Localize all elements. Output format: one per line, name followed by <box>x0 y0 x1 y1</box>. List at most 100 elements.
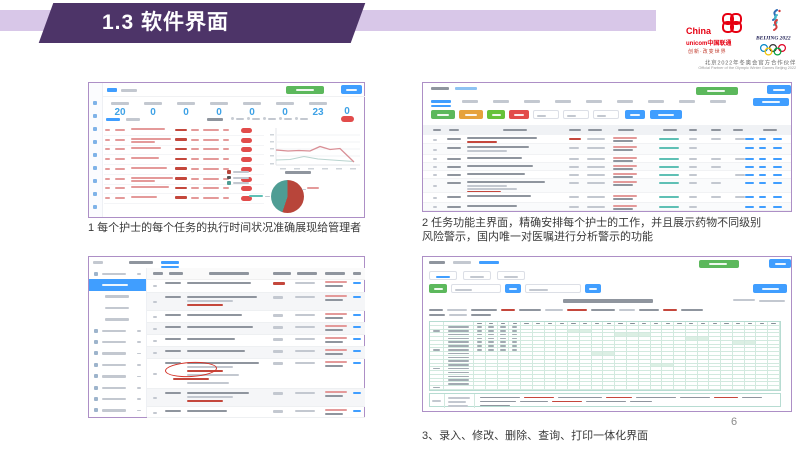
grid-cell <box>627 333 639 338</box>
grid-cell <box>568 359 580 364</box>
status-badge <box>241 137 252 143</box>
skeleton-text <box>773 88 785 91</box>
grid-cell <box>497 340 510 345</box>
grid-cell <box>474 382 486 387</box>
radio-icon <box>295 117 298 120</box>
skeleton-text <box>187 325 253 328</box>
grid-cell <box>674 371 686 375</box>
skeleton-text <box>165 314 181 316</box>
skeleton-text <box>759 173 766 176</box>
grid-cell <box>627 337 639 341</box>
grid-cell <box>568 344 580 349</box>
skeleton-text <box>203 187 219 190</box>
skeleton-text <box>309 102 327 105</box>
grid-cell <box>444 329 474 334</box>
grid-cell <box>756 333 769 338</box>
grid-cell <box>756 374 769 379</box>
skeleton-text <box>659 195 679 198</box>
grid-cell <box>638 374 651 379</box>
grid-cell <box>497 363 510 368</box>
grid-cell <box>662 382 675 387</box>
grid-cell <box>521 355 533 360</box>
skeleton-text <box>563 299 653 303</box>
skeleton-text <box>773 205 782 208</box>
green-button <box>487 110 505 119</box>
grid-cell <box>650 344 663 349</box>
grid-cell <box>744 359 757 364</box>
grid-cell <box>650 382 663 387</box>
grid-cell <box>579 344 592 349</box>
blue-button <box>625 110 645 119</box>
grid-cell <box>685 374 698 379</box>
grid-cell <box>615 337 627 341</box>
skeleton-text <box>325 352 343 355</box>
skeleton-text <box>210 102 228 105</box>
skeleton-text <box>325 284 343 287</box>
grid-cell <box>721 352 733 356</box>
skeleton-text <box>273 362 283 365</box>
skeleton-text <box>175 157 187 161</box>
skeleton-text <box>187 349 245 352</box>
grid-cell <box>568 333 580 338</box>
grid-cell <box>744 386 757 390</box>
grid-cell <box>732 367 745 372</box>
status-badge <box>241 176 252 182</box>
skeleton-text <box>115 129 125 131</box>
grid-cell <box>568 348 580 353</box>
legend-swatch <box>227 170 231 174</box>
grid-cell <box>615 348 627 353</box>
grid-cell <box>532 355 545 360</box>
grid-cell <box>627 382 639 387</box>
grid-cell <box>638 371 651 375</box>
grid-cell <box>615 340 627 345</box>
grid-cell <box>521 333 533 338</box>
skeleton-text <box>268 118 276 120</box>
grid-cell <box>650 355 663 360</box>
grid-cell <box>662 337 675 341</box>
skeleton-text <box>107 88 117 92</box>
skeleton-text <box>587 173 605 176</box>
grid-cell <box>509 378 522 383</box>
grid-cell <box>568 325 580 330</box>
grid-cell <box>697 386 710 390</box>
grid-cell <box>744 333 757 338</box>
skeleton-text <box>187 295 257 298</box>
skeleton-text <box>273 296 283 299</box>
grid-cell <box>430 352 444 356</box>
grid-cell <box>474 367 486 372</box>
input-skeleton <box>533 110 559 119</box>
grid-cell <box>756 382 769 387</box>
skeleton-text <box>433 174 437 176</box>
grid-cell <box>768 378 780 383</box>
grid-cell <box>756 363 769 368</box>
grid-cell <box>521 329 533 334</box>
grid-cell <box>544 386 557 390</box>
skeleton-text <box>137 387 141 389</box>
grid-cell <box>744 340 757 345</box>
grid-cell <box>674 333 686 338</box>
grid-cell <box>603 344 616 349</box>
grid-cell <box>638 344 651 349</box>
grid-cell <box>521 386 533 390</box>
skeleton-text <box>191 167 199 170</box>
grid-cell <box>732 378 745 383</box>
grid-cell <box>615 352 627 356</box>
skeleton-text <box>587 205 605 208</box>
skeleton-text <box>187 409 227 412</box>
skeleton-text <box>569 181 579 184</box>
skeleton-text <box>285 171 311 174</box>
grid-cell <box>756 355 769 360</box>
grid-cell <box>638 337 651 341</box>
grid-cell <box>627 344 639 349</box>
grid-cell <box>591 348 604 353</box>
skeleton-text <box>745 181 754 184</box>
grid-cell <box>474 333 486 338</box>
grid-cell <box>638 355 651 360</box>
skeleton-text <box>325 316 343 319</box>
grid-cell <box>744 371 757 375</box>
skeleton-text <box>111 102 129 105</box>
skeleton-text <box>295 326 315 328</box>
grid-cell <box>697 363 710 368</box>
grid-cell <box>768 333 780 338</box>
input-skeleton <box>451 284 501 293</box>
